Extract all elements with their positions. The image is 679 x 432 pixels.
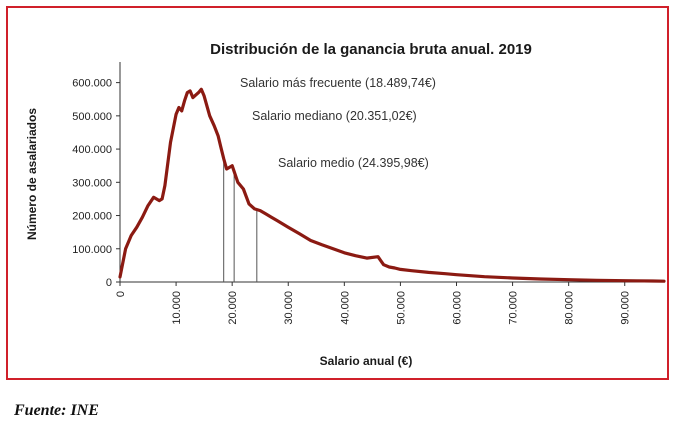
chart-frame: Distribución de la ganancia bruta anual.…: [6, 6, 669, 380]
annotation-labels: Salario más frecuente (18.489,74€) Salari…: [240, 76, 436, 170]
chart-title: Distribución de la ganancia bruta anual.…: [210, 41, 532, 58]
x-tick-label: 60.000: [451, 291, 463, 325]
axes: 0 100.000 200.000 300.000 400.000 500.000 600.…: [72, 62, 664, 325]
x-tick-label: 30.000: [283, 291, 295, 325]
x-tick-label: 20.000: [227, 291, 239, 325]
x-tick-label: 80.000: [564, 291, 576, 325]
y-tick-label: 300.000: [72, 177, 112, 189]
x-tick-label: 0: [115, 291, 127, 297]
y-tick-label: 500.000: [72, 111, 112, 123]
annotation-label-2: Salario mediano (20.351,02€): [252, 109, 417, 123]
series-line: [118, 87, 666, 283]
y-tick-label: 600.000: [72, 78, 112, 90]
y-tick-label: 0: [106, 277, 112, 289]
x-tick-label: 10.000: [171, 291, 183, 325]
y-axis-title: Número de asalariados: [25, 108, 39, 240]
x-tick-label: 70.000: [508, 291, 520, 325]
x-tick-label: 40.000: [339, 291, 351, 325]
distribution-chart: Distribución de la ganancia bruta anual.…: [25, 41, 666, 368]
x-tick-label: 50.000: [395, 291, 407, 325]
source-note: Fuente: INE: [14, 402, 99, 419]
annotation-label-1: Salario más frecuente (18.489,74€): [240, 76, 436, 90]
annotation-label-3: Salario medio (24.395,98€): [278, 156, 429, 170]
y-tick-label: 100.000: [72, 244, 112, 256]
y-tick-label: 400.000: [72, 144, 112, 156]
y-tick-label: 200.000: [72, 211, 112, 223]
x-axis-title: Salario anual (€): [320, 354, 413, 368]
x-tick-label: 90.000: [620, 291, 632, 325]
series-layer: [118, 87, 666, 283]
annotation-markers: [223, 158, 258, 282]
